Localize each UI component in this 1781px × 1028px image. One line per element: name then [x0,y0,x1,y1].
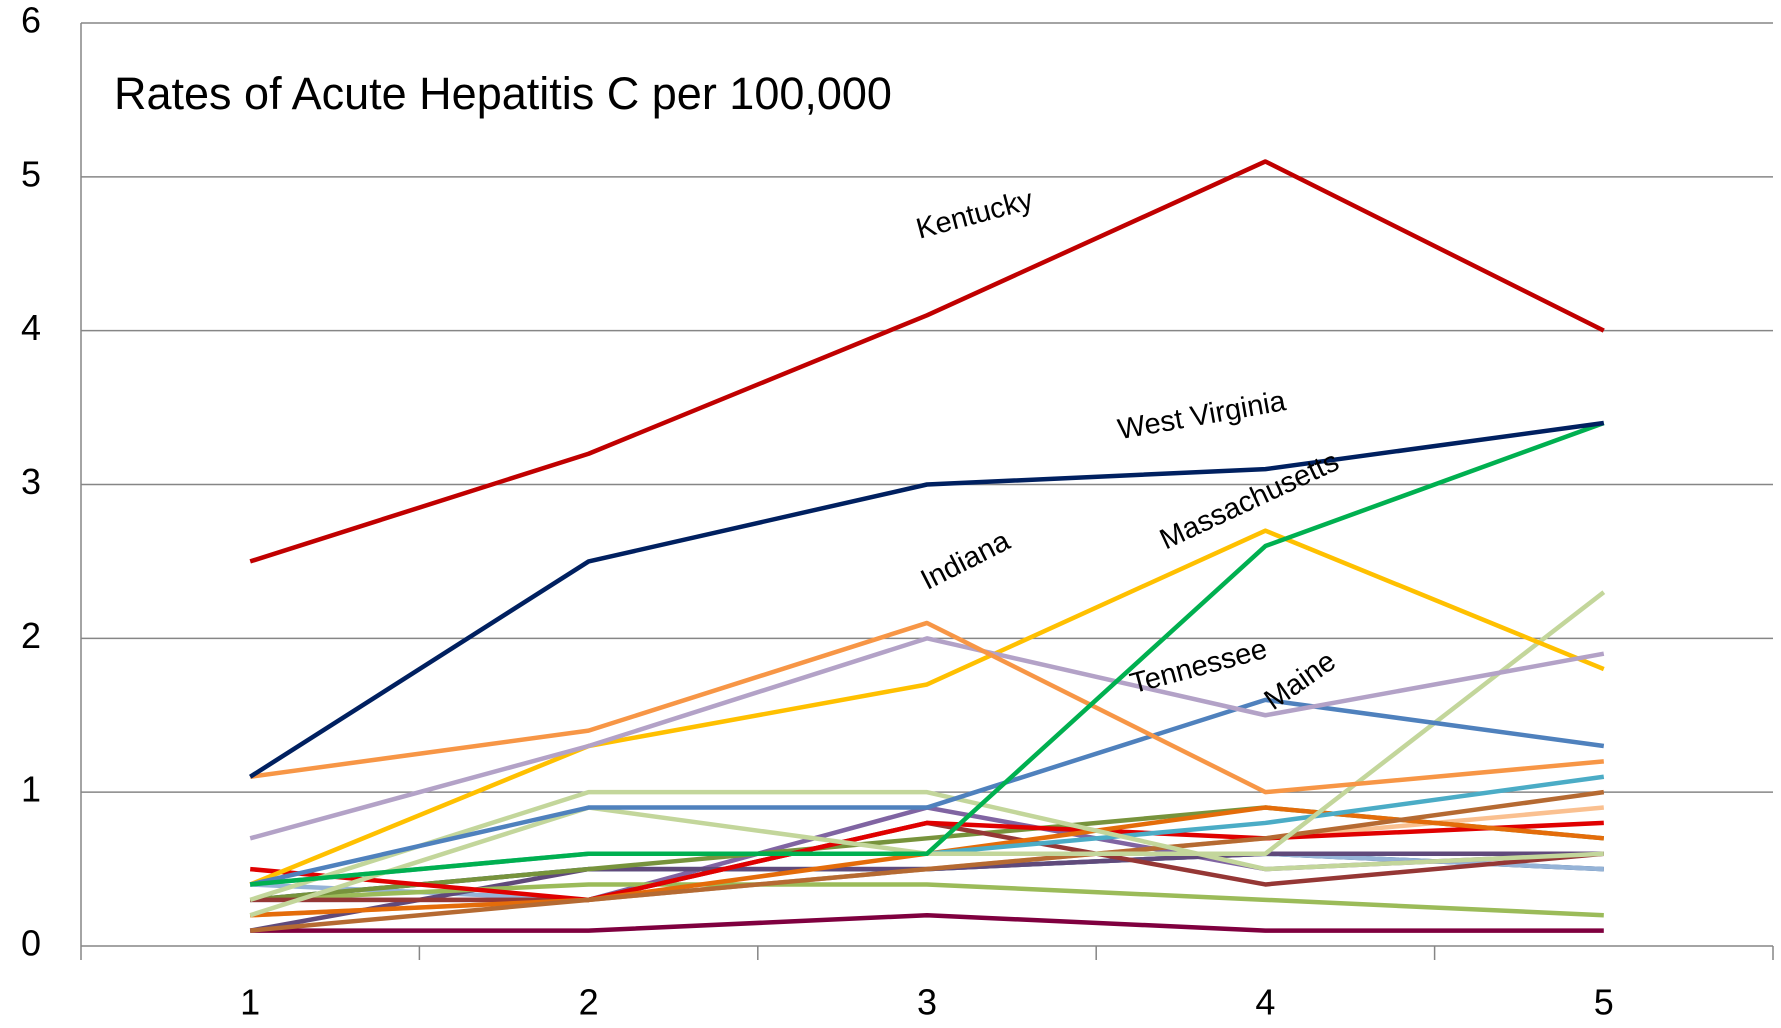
grid: 0 1 2 3 4 5 6 [21,0,1773,964]
series-line [250,912,1604,933]
chart-title: Rates of Acute Hepatitis C per 100,000 [114,68,892,119]
series-line [249,420,1605,887]
series-line [249,528,1605,887]
x-tick-label: 3 [917,982,937,1023]
series-label: Indiana [916,525,1016,597]
series-line [249,620,1605,795]
series-line [249,789,1605,933]
series-line [249,636,1605,841]
series-line [249,159,1605,564]
y-tick-label: 0 [21,923,41,964]
series-label: Tennessee [1127,633,1271,700]
series-label: Kentucky [913,184,1037,246]
series-line [249,820,1604,903]
series-label: West Virginia [1115,385,1289,446]
y-tick-label: 3 [21,461,41,502]
y-tick-label: 2 [21,615,41,656]
x-tick-label: 4 [1255,982,1275,1023]
y-tick-label: 5 [21,153,41,194]
series-line [248,420,1605,779]
x-tick-label: 5 [1594,982,1614,1023]
y-tick-label: 6 [21,0,41,41]
x-tick-label: 1 [240,982,260,1023]
x-tick-label: 2 [579,982,599,1023]
series-line [249,789,1604,902]
y-tick-label: 4 [21,307,41,348]
series-line [249,697,1605,887]
y-tick-label: 1 [21,769,41,810]
